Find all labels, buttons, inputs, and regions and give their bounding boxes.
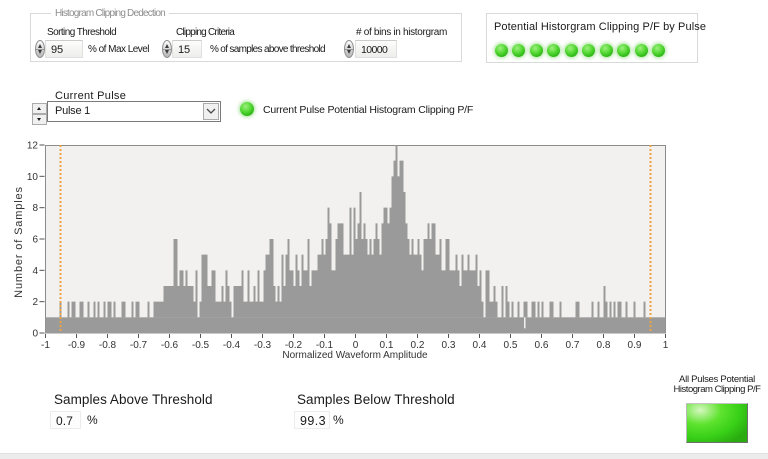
svg-text:4: 4 bbox=[32, 266, 38, 277]
svg-text:-0.8: -0.8 bbox=[99, 340, 117, 351]
svg-text:0.1: 0.1 bbox=[380, 340, 394, 351]
svg-text:-0.2: -0.2 bbox=[285, 340, 303, 351]
svg-text:-0.5: -0.5 bbox=[192, 340, 210, 351]
svg-text:8: 8 bbox=[32, 203, 38, 214]
svg-text:0.5: 0.5 bbox=[504, 340, 518, 351]
svg-text:-0.6: -0.6 bbox=[161, 340, 179, 351]
svg-text:6: 6 bbox=[32, 235, 38, 246]
svg-text:-0.1: -0.1 bbox=[316, 340, 334, 351]
svg-text:-0.9: -0.9 bbox=[68, 340, 86, 351]
svg-text:2: 2 bbox=[32, 297, 38, 308]
svg-text:1: 1 bbox=[663, 340, 669, 351]
svg-text:0.4: 0.4 bbox=[473, 340, 487, 351]
svg-text:0.6: 0.6 bbox=[535, 340, 549, 351]
svg-text:0: 0 bbox=[32, 329, 38, 340]
svg-text:-1: -1 bbox=[41, 340, 50, 351]
svg-text:0.8: 0.8 bbox=[597, 340, 611, 351]
svg-text:12: 12 bbox=[27, 141, 39, 152]
svg-text:-0.7: -0.7 bbox=[130, 340, 148, 351]
svg-text:10: 10 bbox=[27, 172, 39, 183]
svg-text:0: 0 bbox=[353, 340, 359, 351]
svg-text:0.2: 0.2 bbox=[411, 340, 425, 351]
svg-text:0.7: 0.7 bbox=[566, 340, 580, 351]
svg-text:-0.4: -0.4 bbox=[223, 340, 241, 351]
svg-text:0.3: 0.3 bbox=[442, 340, 456, 351]
svg-text:0.9: 0.9 bbox=[628, 340, 642, 351]
svg-text:-0.3: -0.3 bbox=[254, 340, 272, 351]
